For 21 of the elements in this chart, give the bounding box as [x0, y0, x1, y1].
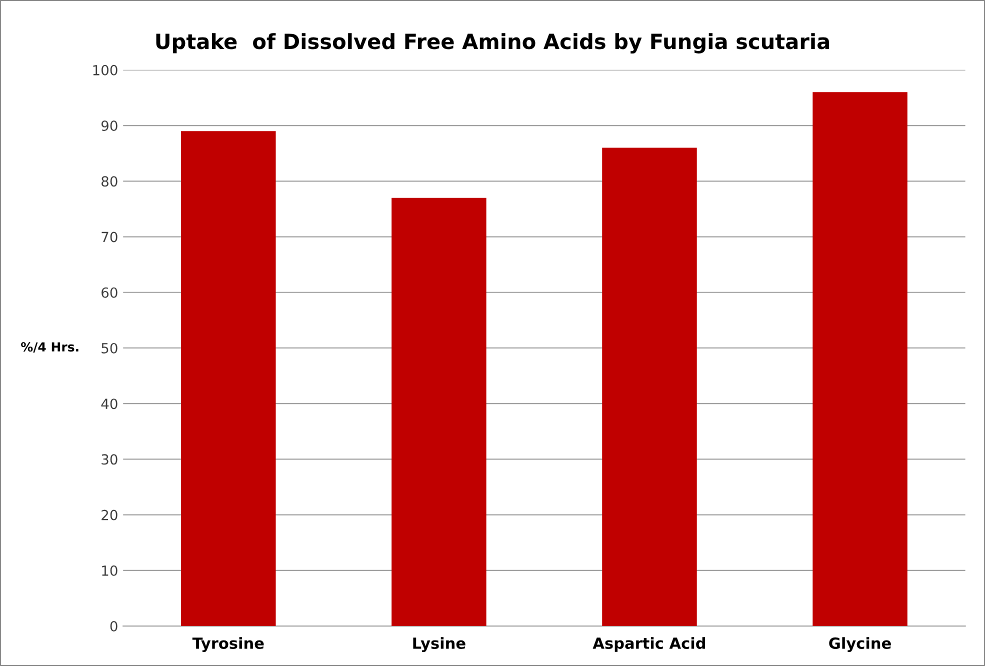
y-tick-label: 0: [110, 621, 118, 632]
y-tick-label: 50: [102, 342, 118, 354]
bar: [181, 131, 276, 626]
y-tick-label: 30: [102, 454, 118, 465]
x-tick-label: Aspartic Acid: [592, 637, 706, 652]
bar: [392, 198, 486, 626]
y-axis-title: %/4 Hrs.: [21, 342, 78, 353]
chart-title: Uptake of Dissolved Free Amino Acids by Fungia scutaria: [156, 33, 829, 54]
y-tick-label: 80: [102, 176, 118, 187]
y-tick-label: 70: [102, 232, 118, 242]
bar: [812, 92, 908, 626]
y-tick-label: 90: [101, 120, 118, 132]
y-tick-label: 10: [102, 565, 118, 576]
y-tick-label: 100: [93, 64, 118, 76]
x-tick-label: Tyrosine: [192, 637, 264, 652]
y-tick-label: 60: [102, 287, 118, 298]
x-tick-label: Lysine: [413, 637, 466, 652]
bar: [602, 148, 697, 626]
y-tick-label: 40: [101, 398, 118, 410]
x-tick-label: Glycine: [829, 637, 891, 652]
y-tick-label: 20: [102, 510, 118, 520]
